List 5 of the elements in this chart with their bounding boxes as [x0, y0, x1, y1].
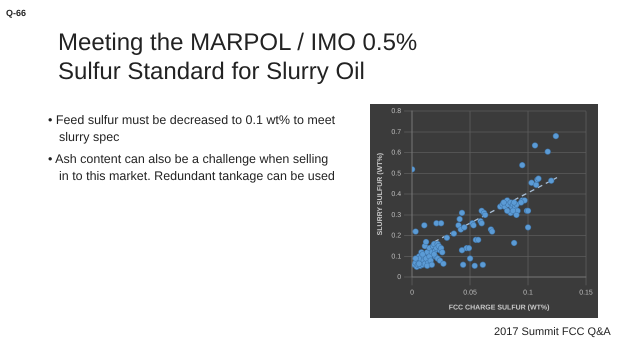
text: Q-66	[6, 8, 26, 18]
text: • Ash content can also be a challenge when selling in to this market. Redundant tankage can be used	[48, 151, 336, 185]
text: • Feed sulfur must be decreased to 0.1 wt% to meet slurry spec	[48, 112, 336, 146]
chart-title: Meeting the MARPOL / IMO 0.5% Sulfur Standard for Slurry Oil	[58, 28, 418, 86]
text: 2017 Summit FCC Q&A	[494, 326, 611, 338]
